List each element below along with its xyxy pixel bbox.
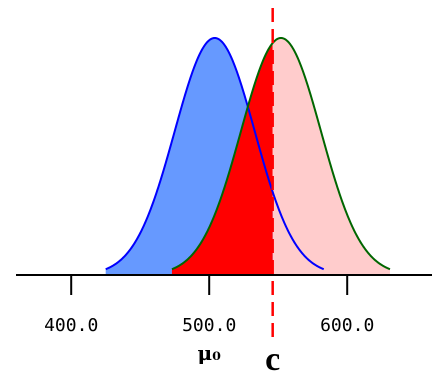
curve-2-right-region <box>273 38 390 275</box>
mu0-label: μ₀ <box>197 341 221 365</box>
x-tick-label: 500.0 <box>182 315 236 336</box>
x-tick-label: 400.0 <box>44 315 98 336</box>
x-axis-ticks: 400.0 500.0 600.0 <box>44 275 374 336</box>
distribution-curves <box>106 38 390 275</box>
critical-value-label: c <box>265 341 280 376</box>
x-tick-label: 600.0 <box>320 315 374 336</box>
